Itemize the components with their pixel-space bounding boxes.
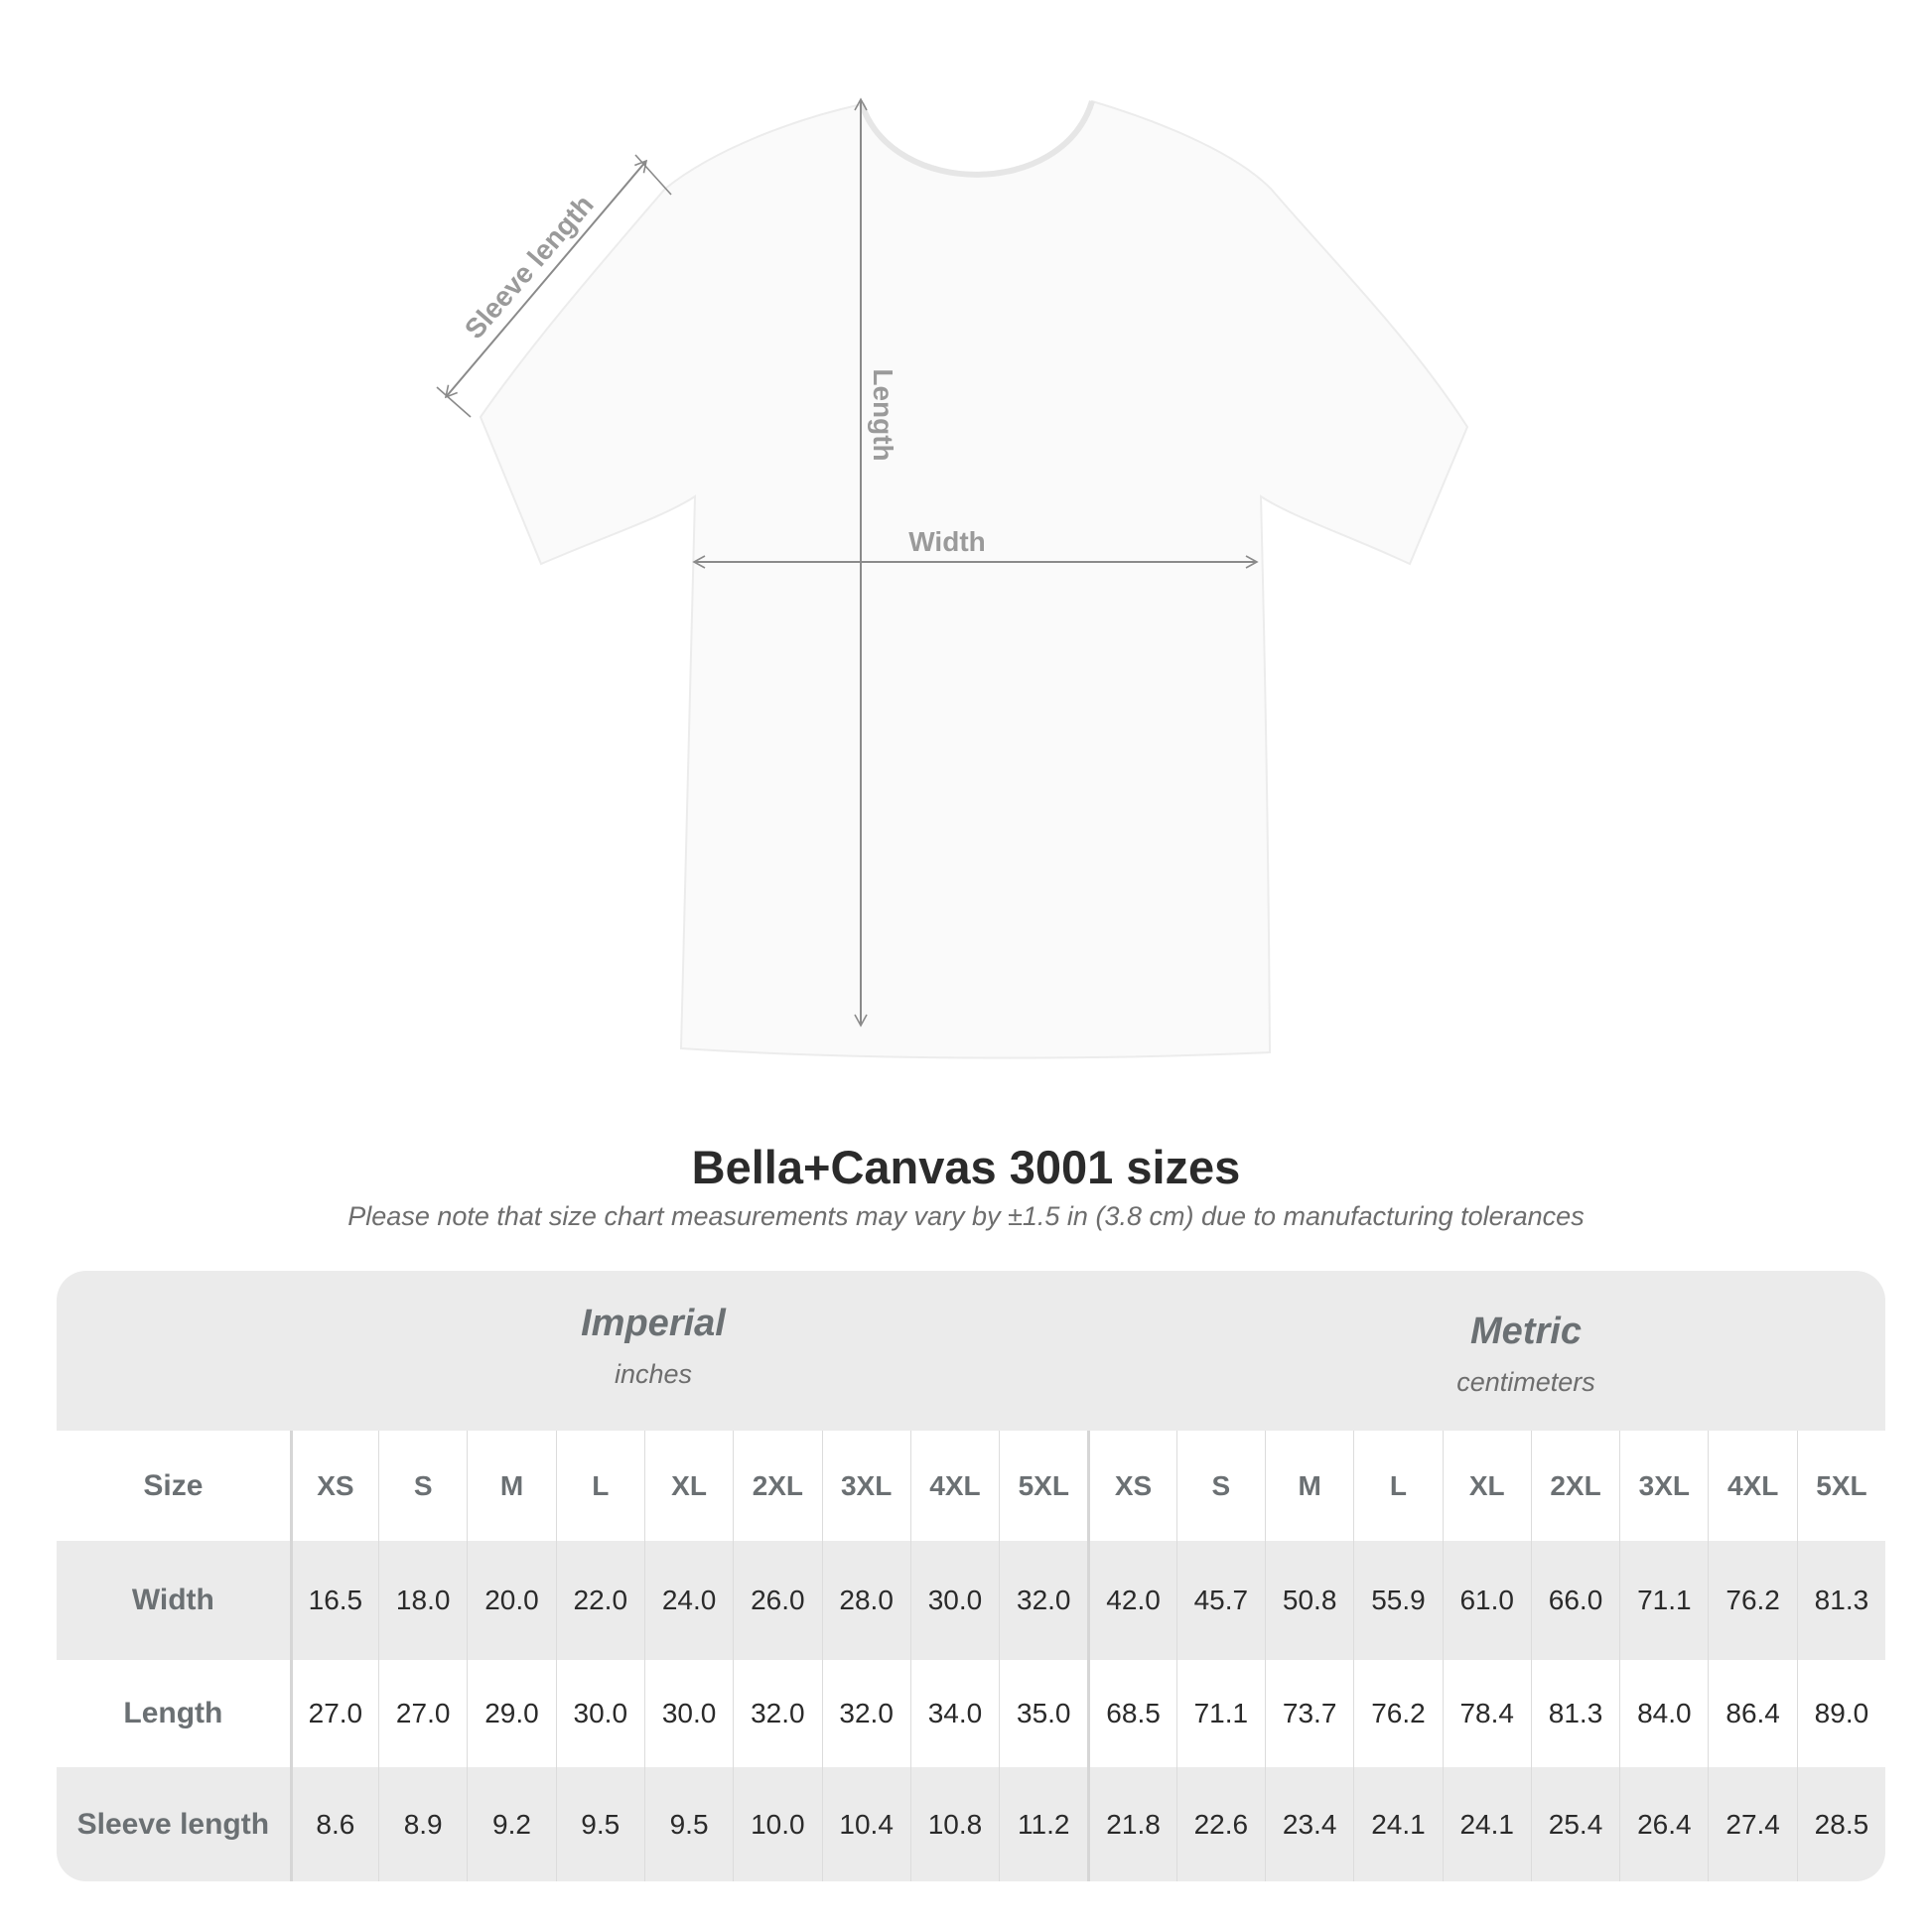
metric-value: 89.0 — [1796, 1660, 1885, 1767]
metric-value: 22.6 — [1175, 1767, 1265, 1881]
size-column-header: 2XL — [733, 1431, 821, 1541]
metric-value: 25.4 — [1530, 1767, 1619, 1881]
size-column-header: S — [378, 1431, 467, 1541]
metric-value: 86.4 — [1708, 1660, 1796, 1767]
metric-header: Metric centimeters — [1228, 1311, 1824, 1398]
imperial-value: 27.0 — [378, 1660, 467, 1767]
collar — [859, 100, 1095, 178]
imperial-value: 11.2 — [999, 1767, 1087, 1881]
metric-title: Metric — [1470, 1311, 1582, 1352]
size-table: Imperial inches Metric centimeters Size X… — [57, 1271, 1885, 1881]
imperial-value: 9.5 — [643, 1767, 733, 1881]
metric-value: 24.1 — [1442, 1767, 1531, 1881]
metric-value: 55.9 — [1353, 1541, 1442, 1660]
imperial-value: 30.0 — [909, 1541, 999, 1660]
imperial-value: 22.0 — [555, 1541, 644, 1660]
size-column-header: S — [1175, 1431, 1265, 1541]
imperial-value: 35.0 — [999, 1660, 1087, 1767]
imperial-value: 26.0 — [733, 1541, 821, 1660]
imperial-value: 9.5 — [555, 1767, 644, 1881]
imperial-value: 16.5 — [289, 1541, 378, 1660]
table-row: Length 27.0 27.0 29.0 30.0 30.0 32.0 32.0 34.0 35… — [57, 1660, 1885, 1767]
metric-value: 73.7 — [1265, 1660, 1353, 1767]
metric-value: 28.5 — [1796, 1767, 1885, 1881]
size-column-header: 5XL — [999, 1431, 1087, 1541]
table-row: Sleeve length 8.6 8.9 9.2 9.5 9.5 10.0 10.4 10.8… — [57, 1767, 1885, 1881]
metric-value: 42.0 — [1087, 1541, 1175, 1660]
metric-value: 81.3 — [1530, 1660, 1619, 1767]
metric-value: 68.5 — [1087, 1660, 1175, 1767]
row-label: Length — [123, 1697, 223, 1729]
metric-value: 50.8 — [1265, 1541, 1353, 1660]
imperial-value: 32.0 — [733, 1660, 821, 1767]
size-column-header: 5XL — [1796, 1431, 1885, 1541]
imperial-value: 27.0 — [289, 1660, 378, 1767]
size-header-row: Size XS S M L XL 2XL 3XL 4XL 5XL XS S M L XL 2XL 3XL 4XL 5… — [57, 1431, 1885, 1541]
size-column-header: L — [555, 1431, 644, 1541]
table-row: Width 16.5 18.0 20.0 22.0 24.0 26.0 28.0 30.0 32.… — [57, 1541, 1885, 1660]
imperial-value: 32.0 — [999, 1541, 1087, 1660]
imperial-value: 10.4 — [821, 1767, 910, 1881]
tshirt-shape — [479, 99, 1469, 1059]
metric-value: 76.2 — [1353, 1660, 1442, 1767]
size-column-header: 2XL — [1530, 1431, 1619, 1541]
width-label: Width — [908, 526, 986, 557]
metric-value: 76.2 — [1708, 1541, 1796, 1660]
sleeve-arrow — [444, 159, 648, 399]
size-column-header: 4XL — [909, 1431, 999, 1541]
size-column-header: M — [1265, 1431, 1353, 1541]
metric-value: 45.7 — [1175, 1541, 1265, 1660]
metric-unit: centimeters — [1456, 1367, 1595, 1397]
size-column-header: 4XL — [1708, 1431, 1796, 1541]
imperial-value: 30.0 — [643, 1660, 733, 1767]
metric-value: 26.4 — [1619, 1767, 1708, 1881]
imperial-value: 34.0 — [909, 1660, 999, 1767]
imperial-value: 9.2 — [467, 1767, 555, 1881]
imperial-title: Imperial — [581, 1303, 726, 1344]
metric-value: 27.4 — [1708, 1767, 1796, 1881]
imperial-value: 18.0 — [378, 1541, 467, 1660]
metric-value: 61.0 — [1442, 1541, 1531, 1660]
metric-value: 21.8 — [1087, 1767, 1175, 1881]
imperial-value: 30.0 — [555, 1660, 644, 1767]
page-title: Bella+Canvas 3001 sizes — [691, 1141, 1241, 1193]
row-label: Size — [143, 1468, 204, 1502]
imperial-header: Imperial inches — [355, 1303, 951, 1390]
size-column-header: 3XL — [821, 1431, 910, 1541]
imperial-value: 28.0 — [821, 1541, 910, 1660]
imperial-value: 8.9 — [378, 1767, 467, 1881]
size-column-header: XS — [1087, 1431, 1175, 1541]
size-column-header: M — [467, 1431, 555, 1541]
metric-value: 81.3 — [1796, 1541, 1885, 1660]
metric-value: 78.4 — [1442, 1660, 1531, 1767]
row-label: Width — [131, 1584, 214, 1616]
metric-value: 71.1 — [1175, 1660, 1265, 1767]
metric-value: 84.0 — [1619, 1660, 1708, 1767]
imperial-value: 10.8 — [909, 1767, 999, 1881]
metric-value: 71.1 — [1619, 1541, 1708, 1660]
imperial-value: 10.0 — [733, 1767, 821, 1881]
tshirt-diagram: Length Width Sleeve length — [436, 97, 1469, 1059]
metric-value: 66.0 — [1530, 1541, 1619, 1660]
imperial-value: 32.0 — [821, 1660, 910, 1767]
imperial-unit: inches — [614, 1359, 693, 1389]
imperial-value: 24.0 — [643, 1541, 733, 1660]
size-column-header: XS — [289, 1431, 378, 1541]
imperial-value: 20.0 — [467, 1541, 555, 1660]
tolerance-note: Please note that size chart measurements… — [347, 1201, 1585, 1231]
size-column-header: XL — [643, 1431, 733, 1541]
metric-value: 24.1 — [1353, 1767, 1442, 1881]
imperial-value: 29.0 — [467, 1660, 555, 1767]
length-label: Length — [868, 368, 898, 461]
row-label: Sleeve length — [76, 1807, 270, 1841]
size-column-header: 3XL — [1619, 1431, 1708, 1541]
size-column-header: L — [1353, 1431, 1442, 1541]
imperial-value: 8.6 — [289, 1767, 378, 1881]
size-column-header: XL — [1442, 1431, 1531, 1541]
metric-value: 23.4 — [1265, 1767, 1353, 1881]
